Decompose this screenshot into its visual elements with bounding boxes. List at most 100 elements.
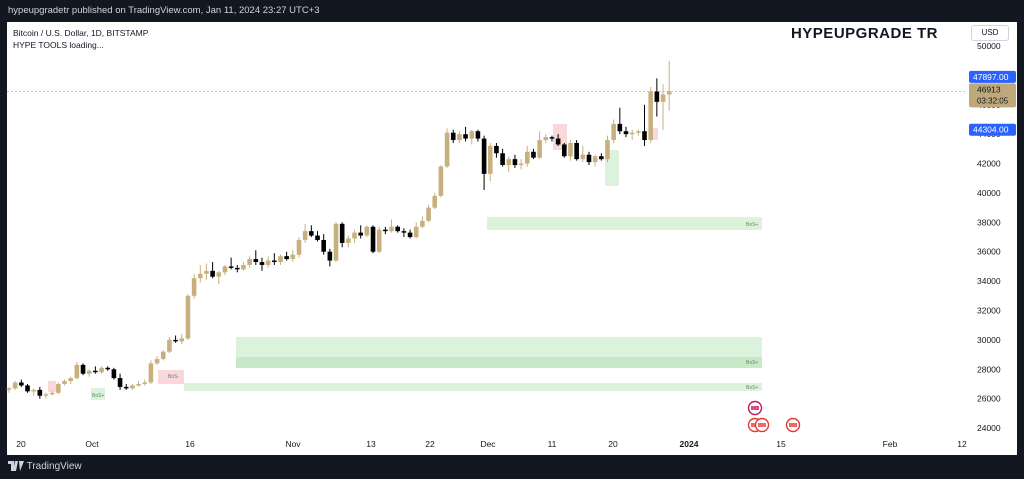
candle-body	[537, 140, 542, 158]
candle-body	[463, 134, 468, 139]
y-tick-label: 34000	[977, 276, 1001, 286]
bos-zone	[91, 388, 105, 400]
candle-body	[290, 254, 296, 260]
candle-body	[592, 156, 598, 163]
candle-body	[327, 251, 333, 261]
tradingview-logo-icon	[8, 461, 24, 472]
zone-label: BoS+	[746, 360, 758, 366]
current-price-badge	[969, 83, 1016, 108]
candle-body	[259, 262, 265, 265]
candle-body	[494, 145, 499, 154]
candle-body	[580, 154, 586, 160]
y-tick-label: 24000	[977, 423, 1001, 433]
x-tick-label: Oct	[85, 439, 99, 449]
candle-body	[68, 378, 73, 382]
candle-body	[234, 267, 240, 270]
footer-logo-text: TradingView	[26, 461, 82, 472]
candle-body	[395, 226, 401, 232]
candle-body	[278, 256, 283, 263]
currency-button[interactable]: USD	[971, 25, 1009, 41]
candle-body	[222, 266, 228, 273]
candle-body	[568, 142, 573, 157]
candle-body	[12, 382, 18, 389]
candle-body	[524, 151, 530, 164]
countdown-text: 03:32:05	[977, 96, 1009, 105]
candle-body	[179, 338, 185, 342]
candle-body	[253, 259, 259, 263]
candle-body	[401, 231, 407, 233]
x-tick-label: Nov	[285, 439, 301, 449]
y-tick-label: 38000	[977, 217, 1001, 227]
candle-body	[352, 232, 357, 239]
y-tick-label: 26000	[977, 394, 1001, 404]
x-tick-label: 11	[548, 439, 557, 449]
candle-body	[432, 195, 438, 208]
candle-body	[86, 370, 92, 374]
y-tick-label: 32000	[977, 306, 1001, 316]
candle-body	[586, 154, 592, 163]
candle-body	[210, 270, 215, 277]
candle-body	[241, 264, 246, 270]
candle-body	[197, 273, 203, 279]
candle-body	[296, 239, 302, 255]
candle-body	[339, 223, 345, 243]
candle-body	[216, 272, 222, 277]
bos-zone	[184, 383, 762, 391]
candle-body	[648, 91, 653, 141]
publisher-bar: hypeupgradetr published on TradingView.c…	[0, 0, 1024, 22]
candle-body	[389, 226, 394, 232]
candle-body	[358, 232, 363, 236]
candle-body	[130, 385, 135, 389]
candle-body	[444, 132, 450, 167]
candle-body	[167, 339, 172, 352]
candle-body	[413, 226, 419, 238]
candle-body	[105, 367, 111, 370]
price-badge-text: 44304.00	[973, 125, 1009, 135]
zone-label: BoS+	[746, 222, 758, 228]
x-tick-label: 15	[776, 439, 786, 449]
candle-body	[37, 389, 43, 396]
price-badge	[969, 70, 1016, 83]
bos-zone	[236, 357, 762, 368]
candle-body	[370, 226, 376, 252]
symbol-label: Bitcoin / U.S. Dollar, 1D, BITSTAMP	[13, 28, 149, 38]
candle-body	[136, 383, 141, 386]
x-tick-label: 22	[425, 439, 435, 449]
brand-watermark: HYPEUPGRADE TR	[790, 25, 938, 42]
lightning-icon-stripe	[751, 406, 759, 410]
candle-body	[642, 131, 647, 141]
x-tick-label: Feb	[883, 439, 898, 449]
candle-body	[555, 138, 561, 145]
candle-body	[562, 144, 567, 157]
current-price-text: 46913	[977, 84, 1001, 94]
candle-body	[376, 229, 382, 252]
candle-body	[333, 223, 339, 261]
candle-body	[80, 364, 86, 374]
candle-body	[426, 207, 431, 221]
candle-body	[315, 235, 320, 240]
y-tick-label: 28000	[977, 364, 1001, 374]
candle-body	[302, 231, 308, 240]
candle-body	[309, 231, 314, 236]
candle-body	[364, 226, 370, 236]
us-flag-icon-stripe	[758, 423, 766, 427]
candle-body	[407, 232, 413, 238]
tradingview-footer[interactable]: TradingView	[8, 460, 82, 474]
zone-label: BoS+	[92, 393, 104, 399]
candle-body	[204, 270, 209, 274]
candle-body	[111, 369, 117, 379]
candle-body	[99, 367, 104, 373]
candle-body	[549, 137, 555, 139]
candle-body	[185, 295, 191, 339]
price-badge	[969, 123, 1016, 136]
candle-body	[500, 153, 505, 166]
candle-body	[31, 389, 36, 392]
candle-body	[469, 131, 475, 139]
candle-body	[654, 91, 660, 102]
x-tick-label: 12	[957, 439, 967, 449]
candle-body	[56, 383, 61, 393]
candle-body	[531, 151, 536, 158]
candle-body	[611, 123, 616, 141]
candle-body	[154, 359, 160, 364]
